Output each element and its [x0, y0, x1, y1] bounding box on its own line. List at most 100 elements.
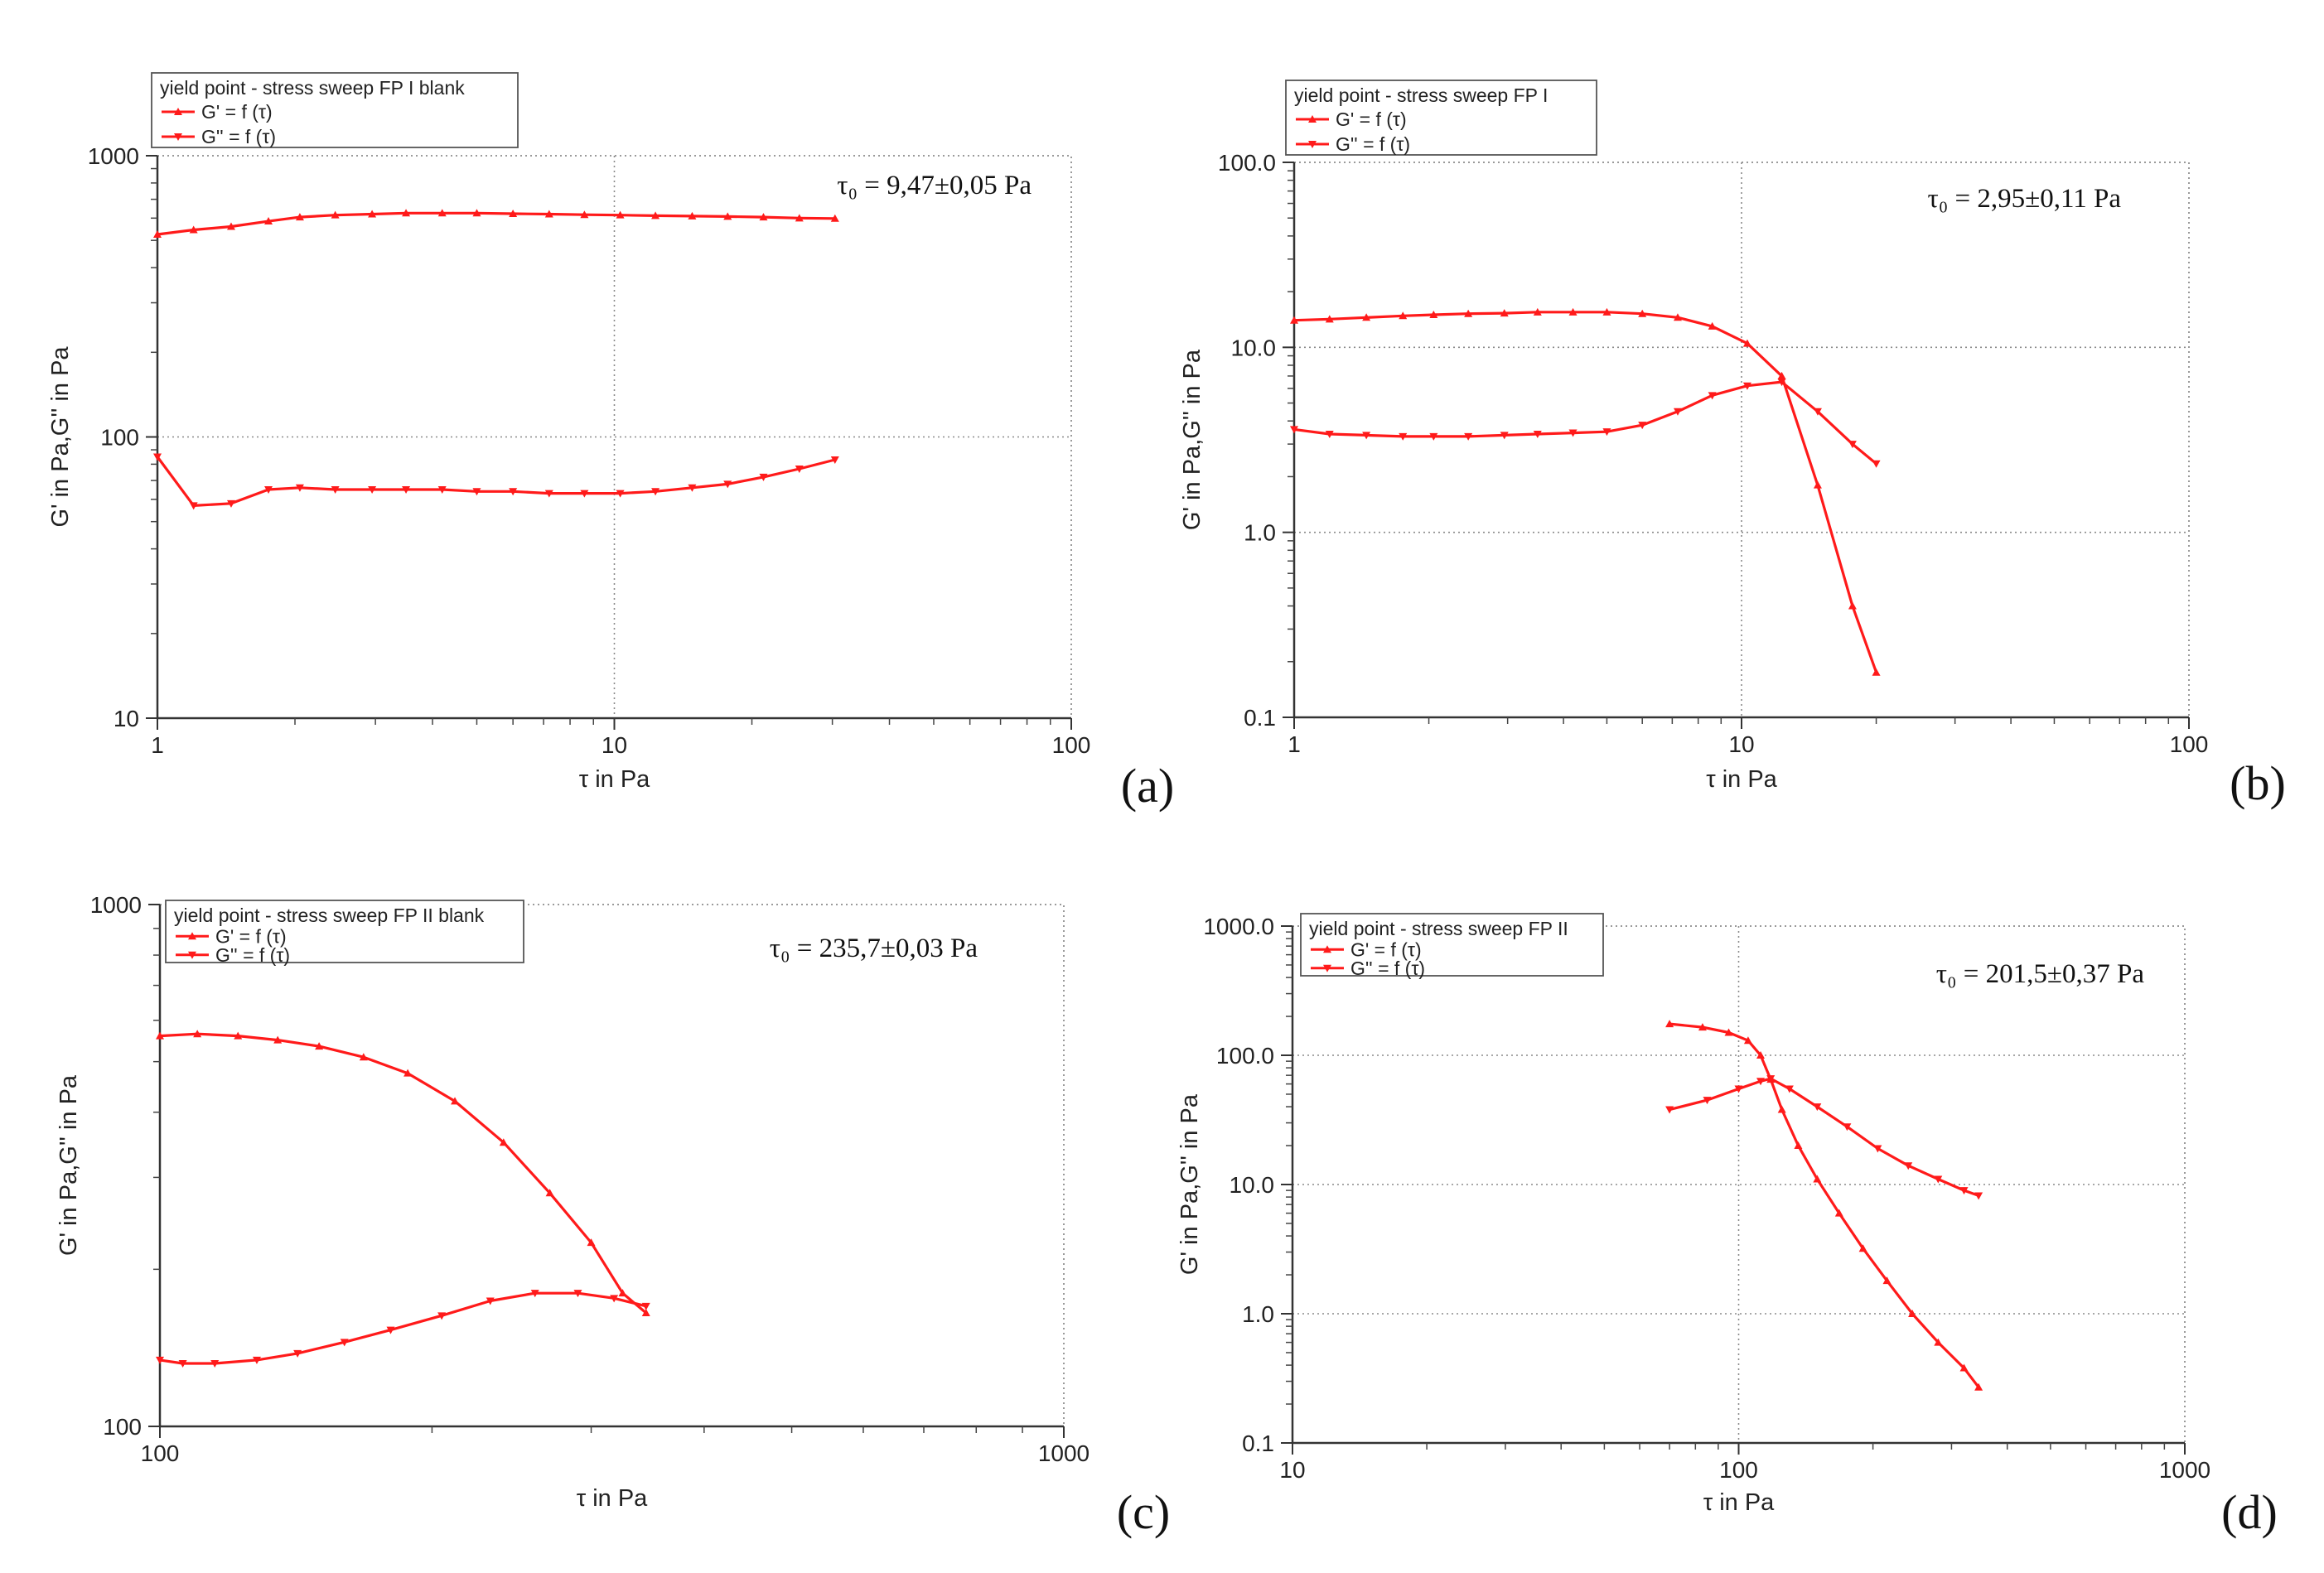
data-point [1959, 1363, 1969, 1372]
data-point [651, 488, 660, 496]
data-point [641, 1302, 650, 1310]
x-tick-label: 100 [2170, 731, 2209, 757]
data-point [153, 230, 162, 239]
data-point [1362, 313, 1371, 321]
data-point [1734, 1085, 1743, 1093]
data-point [616, 490, 625, 498]
y-tick-label: 1.0 [1242, 1301, 1274, 1327]
data-point [688, 484, 697, 492]
y-tick-label: 0.1 [1242, 1431, 1274, 1456]
series-g-prime [1665, 1020, 1983, 1391]
legend-entry: G'' = f (τ) [215, 944, 290, 966]
y-tick-label: 10 [114, 706, 139, 731]
data-point [437, 486, 447, 495]
data-point [1362, 432, 1371, 440]
data-point [545, 1189, 554, 1197]
data-point [573, 1290, 582, 1298]
data-point [1873, 1145, 1882, 1153]
legend-marker [174, 133, 182, 141]
data-point [437, 209, 447, 217]
data-point [1290, 426, 1298, 434]
x-tick-label: 1000 [1038, 1440, 1090, 1466]
data-point [723, 480, 732, 489]
chart-panel-3: 100 1000 100 1000 τ in Pa G' in Pa,G'' in Pa y… [56, 892, 1170, 1539]
data-point [368, 486, 377, 495]
series-line [1293, 311, 1878, 673]
data-point [1742, 382, 1751, 390]
legend-marker [188, 951, 196, 959]
data-point [1568, 429, 1578, 437]
data-point [1959, 1187, 1969, 1195]
data-point [1756, 1078, 1766, 1086]
panel-label: (d) [2221, 1485, 2278, 1539]
legend-title: yield point - stress sweep FP I blank [160, 77, 465, 99]
data-point [1698, 1023, 1707, 1031]
data-point [1785, 1085, 1794, 1093]
data-point [386, 1326, 395, 1334]
data-point [1673, 408, 1682, 416]
data-point [1777, 379, 1786, 387]
yield-stress-annotation: τ₀ = 9,47±0,05 Pa [837, 171, 1032, 200]
legend-entry: G' = f (τ) [1350, 938, 1422, 960]
data-point [795, 466, 804, 474]
data-point [1638, 422, 1647, 430]
legend-marker [1308, 115, 1317, 123]
x-tick-label: 10 [602, 732, 627, 758]
data-point [641, 1308, 650, 1316]
data-point [830, 214, 839, 222]
data-point [544, 490, 553, 498]
data-point [1665, 1106, 1674, 1114]
data-point [234, 1031, 243, 1040]
data-point [331, 210, 340, 219]
data-point [1904, 1162, 1913, 1170]
data-point [1429, 432, 1438, 441]
legend-entry: G'' = f (τ) [1336, 133, 1410, 155]
data-point [1743, 1036, 1752, 1045]
data-point [1399, 311, 1408, 320]
plot-frame [159, 904, 1065, 1427]
data-point [1813, 480, 1822, 489]
series-g-prime [156, 1030, 650, 1316]
legend-marker [1323, 945, 1331, 953]
data-point [486, 1297, 495, 1305]
data-point [1974, 1382, 1983, 1391]
data-point [795, 214, 804, 222]
data-point [359, 1053, 368, 1061]
y-axis-label: G' in Pa,G'' in Pa [1176, 1093, 1203, 1275]
legend: yield point - stress sweep FP IIG' = f (… [1300, 913, 1604, 979]
data-point [368, 210, 377, 218]
data-point [1602, 428, 1611, 437]
legend-entry: G' = f (τ) [201, 101, 273, 123]
data-point [293, 1349, 302, 1358]
data-point [759, 213, 768, 221]
data-point [295, 484, 304, 492]
data-point [499, 1138, 508, 1146]
data-point [1872, 668, 1881, 676]
legend: yield point - stress sweep FP II blank G'… [165, 900, 524, 966]
legend-box [1285, 80, 1597, 156]
x-axis-label: τ in Pa [1706, 766, 1777, 793]
y-tick-label: 10.0 [1231, 335, 1277, 360]
data-point [1724, 1028, 1733, 1036]
data-point [1813, 1175, 1822, 1183]
legend-title: yield point - stress sweep FP II [1309, 918, 1568, 939]
chart-panel-4: 10 100 1000 0.1 1.0 10.0 100.0 1000.0 τ in Pa G' … [1176, 913, 2278, 1539]
data-point [1777, 371, 1786, 379]
data-point [437, 1312, 447, 1320]
y-tick-label: 1000 [88, 143, 139, 169]
data-point [156, 1031, 164, 1040]
data-point [1834, 1209, 1843, 1217]
data-point [616, 210, 625, 219]
legend-box [1300, 913, 1604, 977]
data-point [153, 453, 162, 461]
chart-panel-2: 1 10 100 0.1 1.0 10.0 100.0 τ in Pa G' in Pa,G''… [1179, 80, 2286, 810]
series-g-prime [1290, 307, 1881, 676]
data-point [580, 490, 589, 498]
legend-title: yield point - stress sweep FP II blank [174, 905, 485, 926]
data-point [1290, 316, 1298, 324]
data-point [210, 1360, 220, 1368]
data-point [1756, 1051, 1766, 1059]
data-point [331, 486, 340, 495]
data-point [1325, 430, 1334, 438]
series-g-double-prime [1290, 379, 1881, 468]
